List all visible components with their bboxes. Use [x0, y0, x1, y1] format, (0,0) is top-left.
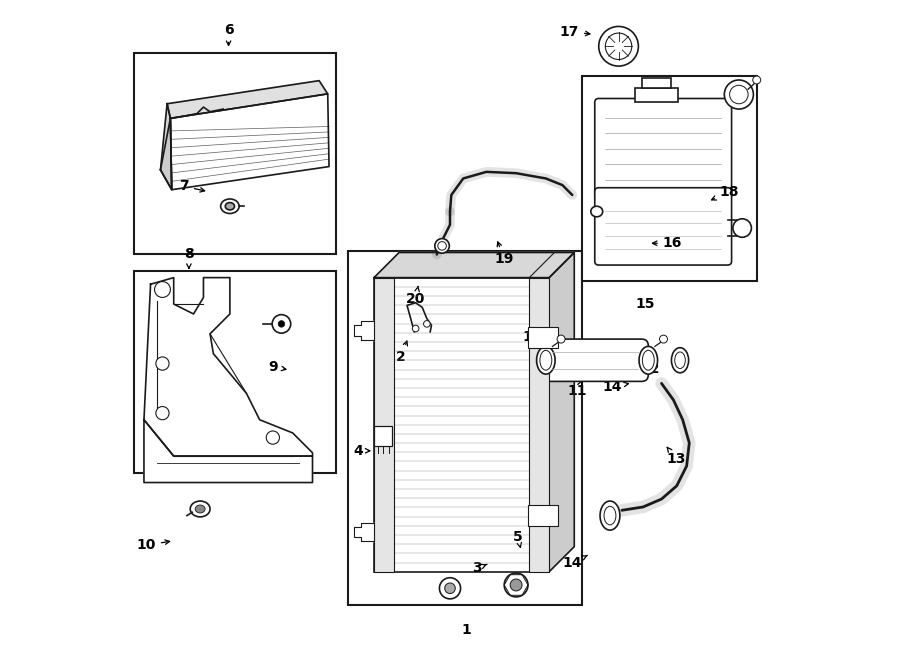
FancyBboxPatch shape — [595, 188, 732, 265]
Circle shape — [278, 321, 284, 327]
Text: 14: 14 — [562, 555, 588, 570]
Circle shape — [557, 335, 565, 343]
Polygon shape — [160, 104, 172, 190]
Circle shape — [510, 579, 522, 591]
Text: 16: 16 — [652, 236, 682, 251]
Text: 1: 1 — [462, 623, 472, 637]
Ellipse shape — [435, 239, 449, 253]
Bar — [374, 278, 549, 572]
Bar — [374, 426, 392, 446]
Circle shape — [272, 315, 291, 333]
Circle shape — [412, 325, 418, 332]
Text: 12: 12 — [641, 362, 660, 376]
Circle shape — [733, 219, 751, 237]
Text: 10: 10 — [137, 538, 169, 553]
Polygon shape — [355, 523, 374, 541]
Circle shape — [598, 26, 638, 66]
Text: 8: 8 — [184, 247, 194, 268]
Ellipse shape — [671, 348, 688, 373]
Ellipse shape — [675, 352, 685, 369]
Text: 18: 18 — [712, 184, 739, 200]
Ellipse shape — [590, 206, 603, 217]
Text: 15: 15 — [635, 297, 654, 311]
Circle shape — [156, 407, 169, 420]
Ellipse shape — [536, 346, 555, 374]
FancyBboxPatch shape — [543, 339, 648, 381]
Text: 11: 11 — [567, 381, 587, 399]
Ellipse shape — [220, 199, 239, 214]
Polygon shape — [144, 278, 312, 456]
Text: 20: 20 — [406, 286, 426, 306]
Text: 3: 3 — [472, 561, 487, 576]
Ellipse shape — [195, 505, 205, 513]
Circle shape — [155, 282, 170, 297]
Bar — [134, 53, 336, 254]
Bar — [635, 88, 678, 102]
Text: 6: 6 — [224, 22, 233, 46]
Circle shape — [504, 573, 528, 597]
Ellipse shape — [225, 203, 235, 210]
Circle shape — [439, 578, 461, 599]
Circle shape — [606, 33, 632, 59]
Polygon shape — [549, 253, 574, 572]
Ellipse shape — [540, 350, 552, 370]
Text: 17: 17 — [560, 24, 590, 39]
Polygon shape — [374, 253, 574, 278]
Polygon shape — [355, 321, 374, 340]
Circle shape — [156, 357, 169, 370]
Circle shape — [724, 80, 753, 109]
Circle shape — [752, 76, 760, 84]
Text: 4: 4 — [353, 444, 370, 458]
Bar — [374, 278, 394, 572]
Circle shape — [660, 335, 668, 343]
Polygon shape — [170, 94, 329, 190]
Text: 2: 2 — [396, 341, 408, 364]
Text: 19: 19 — [494, 242, 514, 266]
Circle shape — [266, 431, 280, 444]
Bar — [529, 278, 549, 572]
Ellipse shape — [190, 501, 210, 517]
Ellipse shape — [604, 506, 616, 525]
Bar — [347, 251, 582, 605]
Text: 13: 13 — [667, 447, 686, 467]
Text: 5: 5 — [513, 529, 523, 547]
Circle shape — [424, 321, 430, 327]
Polygon shape — [167, 81, 328, 118]
Polygon shape — [160, 118, 172, 190]
Bar — [642, 78, 671, 88]
Circle shape — [730, 85, 748, 104]
Ellipse shape — [639, 346, 658, 374]
Polygon shape — [144, 420, 312, 483]
Text: 9: 9 — [268, 360, 286, 374]
Circle shape — [445, 583, 455, 594]
Bar — [528, 505, 558, 526]
Ellipse shape — [643, 350, 654, 370]
Text: 14: 14 — [602, 379, 628, 394]
Ellipse shape — [600, 501, 620, 530]
Bar — [582, 76, 758, 281]
Bar — [134, 271, 336, 473]
Text: 12: 12 — [523, 330, 543, 350]
Bar — [528, 327, 558, 348]
Ellipse shape — [437, 242, 446, 250]
FancyBboxPatch shape — [595, 98, 732, 199]
Text: 7: 7 — [179, 179, 204, 194]
